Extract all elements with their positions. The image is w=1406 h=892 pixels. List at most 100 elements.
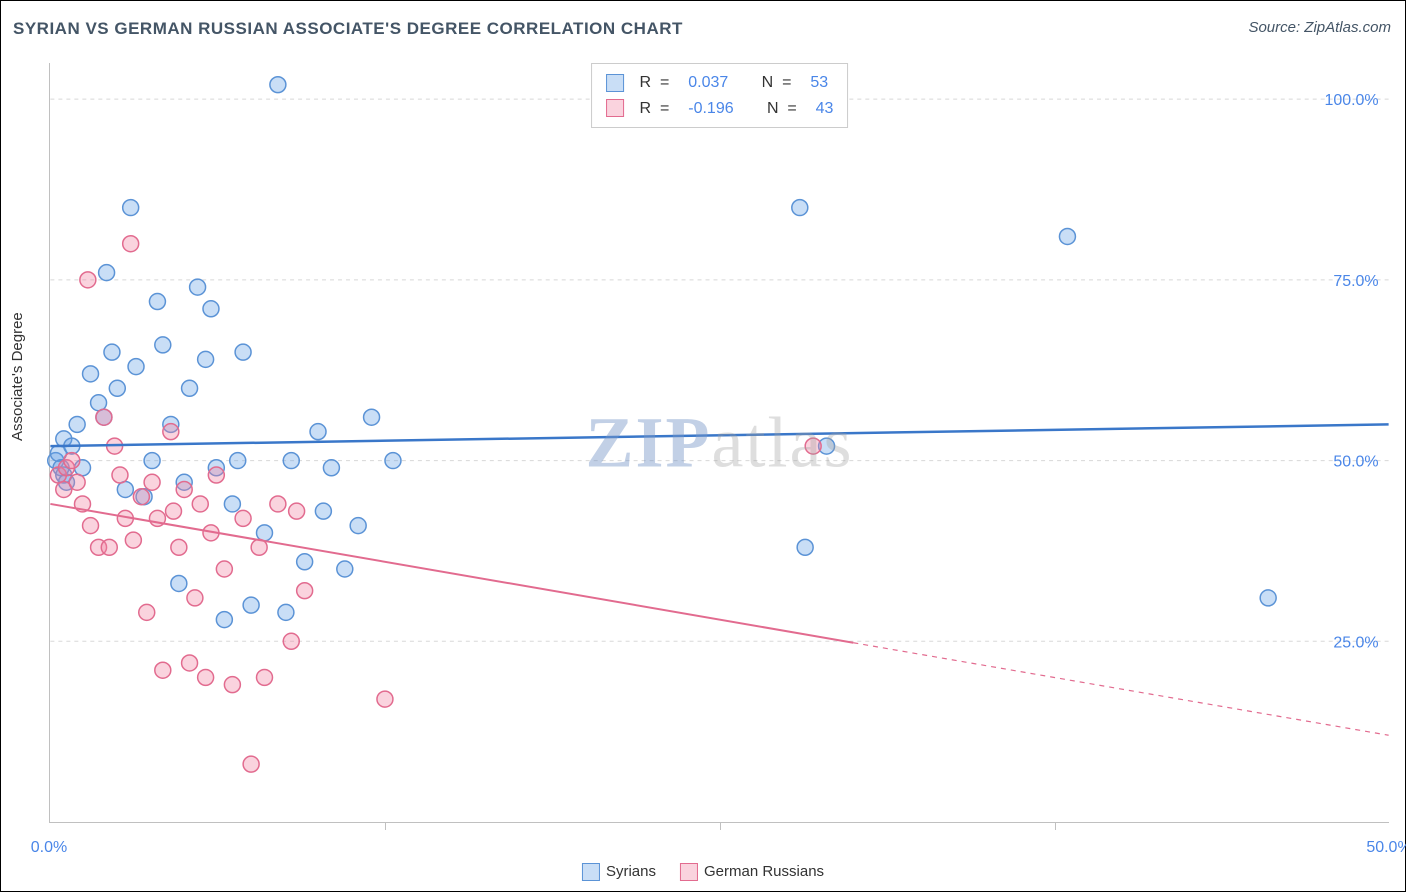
n-value-2: 43 — [816, 96, 834, 122]
data-point — [91, 395, 107, 411]
data-point — [144, 453, 160, 469]
data-point — [216, 612, 232, 628]
data-point — [364, 409, 380, 425]
data-point — [155, 662, 171, 678]
data-point — [270, 77, 286, 93]
data-point — [133, 489, 149, 505]
chart-svg: 25.0% 50.0% 75.0% 100.0% — [50, 63, 1389, 822]
data-point — [182, 655, 198, 671]
data-point — [112, 467, 128, 483]
data-point — [208, 467, 224, 483]
data-point — [104, 344, 120, 360]
data-point — [83, 366, 99, 382]
data-point — [243, 756, 259, 772]
data-point — [149, 294, 165, 310]
data-point — [176, 481, 192, 497]
data-point — [163, 424, 179, 440]
data-point — [385, 453, 401, 469]
trend-line-dashed — [853, 643, 1388, 736]
data-point — [187, 590, 203, 606]
data-point — [117, 481, 133, 497]
data-point — [224, 677, 240, 693]
data-point — [69, 416, 85, 432]
x-tick-label: 0.0% — [31, 839, 67, 857]
data-point — [83, 518, 99, 534]
data-point — [283, 633, 299, 649]
data-point — [797, 539, 813, 555]
swatch-series-1 — [606, 74, 624, 92]
data-point — [377, 691, 393, 707]
data-point — [235, 344, 251, 360]
data-point — [297, 554, 313, 570]
swatch-series-2 — [606, 99, 624, 117]
data-point — [128, 359, 144, 375]
data-point — [123, 236, 139, 252]
data-point — [297, 583, 313, 599]
legend-item-1: Syrians — [582, 863, 656, 881]
data-point — [310, 424, 326, 440]
data-point — [64, 453, 80, 469]
stats-row-2: R = -0.196 N = 43 — [606, 96, 834, 122]
data-point — [101, 539, 117, 555]
data-point — [203, 301, 219, 317]
data-point — [1059, 228, 1075, 244]
r-value-1: 0.037 — [688, 70, 728, 96]
trend-line — [50, 424, 1388, 446]
r-value-2: -0.196 — [688, 96, 733, 122]
data-point — [315, 503, 331, 519]
data-point — [155, 337, 171, 353]
data-point — [192, 496, 208, 512]
y-tick-label: 75.0% — [1333, 273, 1378, 290]
swatch-legend-1 — [582, 863, 600, 881]
chart-title: SYRIAN VS GERMAN RUSSIAN ASSOCIATE'S DEG… — [13, 19, 683, 39]
legend-item-2: German Russians — [680, 863, 824, 881]
data-point — [216, 561, 232, 577]
data-point — [190, 279, 206, 295]
data-point — [171, 539, 187, 555]
data-point — [792, 200, 808, 216]
data-point — [270, 496, 286, 512]
data-point — [257, 525, 273, 541]
x-tick-label: 50.0% — [1366, 839, 1406, 857]
plot-area: 25.0%50.0%75.0%100.0% ZIPatlas R = 0.037… — [49, 63, 1389, 823]
source-label: Source: ZipAtlas.com — [1248, 19, 1391, 36]
trend-line — [50, 504, 853, 643]
data-point — [230, 453, 246, 469]
data-point — [278, 604, 294, 620]
data-point — [182, 380, 198, 396]
y-tick-label: 25.0% — [1333, 634, 1378, 651]
data-point — [337, 561, 353, 577]
data-point — [350, 518, 366, 534]
data-point — [235, 510, 251, 526]
data-point — [289, 503, 305, 519]
stats-row-1: R = 0.037 N = 53 — [606, 70, 834, 96]
swatch-legend-2 — [680, 863, 698, 881]
y-tick-label: 100.0% — [1324, 92, 1378, 109]
data-point — [80, 272, 96, 288]
y-axis-label: Associate's Degree — [9, 312, 26, 441]
data-point — [99, 265, 115, 281]
data-point — [144, 474, 160, 490]
data-point — [805, 438, 821, 454]
data-point — [123, 200, 139, 216]
n-value-1: 53 — [810, 70, 828, 96]
data-point — [283, 453, 299, 469]
data-point — [69, 474, 85, 490]
data-point — [109, 380, 125, 396]
data-point — [166, 503, 182, 519]
chart-container: SYRIAN VS GERMAN RUSSIAN ASSOCIATE'S DEG… — [0, 0, 1406, 892]
data-point — [139, 604, 155, 620]
stats-legend-box: R = 0.037 N = 53 R = -0.196 N = 43 — [591, 63, 849, 128]
data-point — [243, 597, 259, 613]
legend-bottom: Syrians German Russians — [582, 863, 824, 881]
data-point — [323, 460, 339, 476]
data-point — [171, 575, 187, 591]
data-point — [1260, 590, 1276, 606]
data-point — [257, 669, 273, 685]
y-tick-label: 50.0% — [1333, 454, 1378, 471]
data-point — [125, 532, 141, 548]
data-point — [224, 496, 240, 512]
data-point — [198, 351, 214, 367]
data-point — [96, 409, 112, 425]
data-point — [198, 669, 214, 685]
